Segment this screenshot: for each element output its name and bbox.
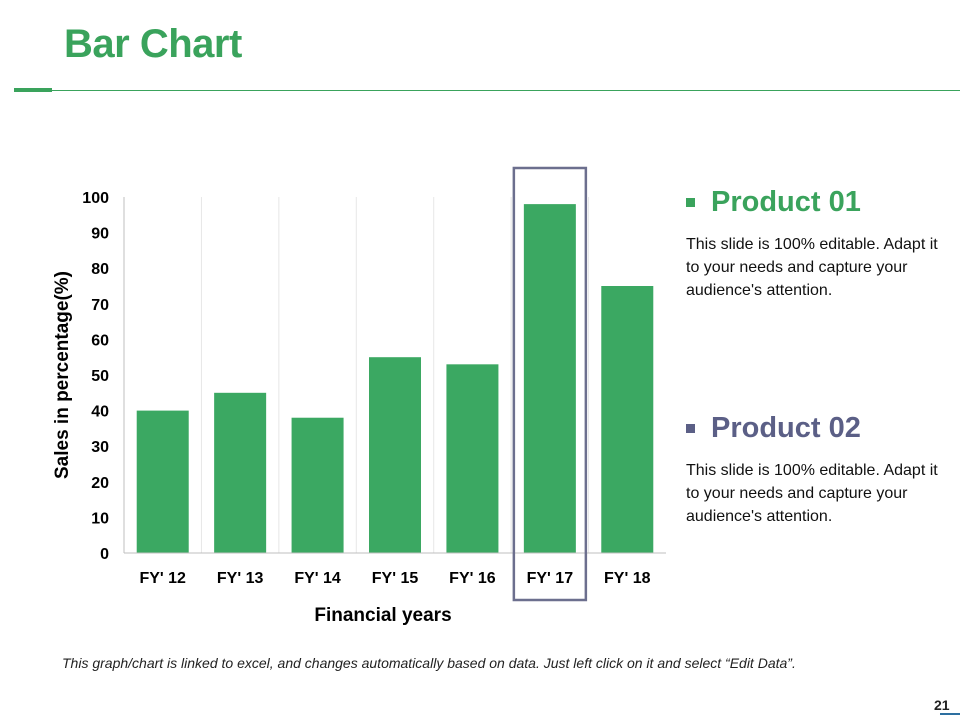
y-axis-title: Sales in percentage(%) bbox=[52, 271, 73, 479]
footnote: This graph/chart is linked to excel, and… bbox=[62, 655, 796, 671]
x-tick-label: FY' 17 bbox=[527, 570, 574, 587]
x-tick-label: FY' 13 bbox=[217, 570, 264, 587]
x-tick-label: FY' 15 bbox=[372, 570, 419, 587]
bar-fy-16[interactable] bbox=[446, 364, 499, 553]
y-tick-label: 20 bbox=[91, 475, 109, 492]
slide-title: Bar Chart bbox=[64, 22, 242, 66]
legend-product-01-description: This slide is 100% editable. Adapt it to… bbox=[686, 236, 938, 299]
page-number: 21 bbox=[934, 697, 950, 713]
chart-bars bbox=[136, 204, 654, 553]
square-bullet-icon bbox=[686, 424, 695, 433]
legend-product-02: Product 02 This slide is 100% editable. … bbox=[686, 412, 946, 528]
bar-fy-15[interactable] bbox=[369, 357, 421, 553]
legend-product-02-description: This slide is 100% editable. Adapt it to… bbox=[686, 462, 938, 525]
chart-gridlines bbox=[200, 197, 590, 553]
y-tick-label: 60 bbox=[91, 332, 109, 349]
chart-axes bbox=[123, 197, 666, 554]
y-tick-label: 90 bbox=[91, 226, 109, 243]
x-tick-label: FY' 14 bbox=[294, 570, 341, 587]
y-tick-label: 10 bbox=[91, 510, 109, 527]
bar-fy-18[interactable] bbox=[601, 286, 654, 553]
x-tick-label: FY' 16 bbox=[449, 570, 496, 587]
legend-product-02-name: Product 02 bbox=[711, 412, 861, 444]
y-tick-labels: 0 10 20 30 40 50 60 70 80 90 100 bbox=[82, 190, 109, 563]
bar-fy-14[interactable] bbox=[291, 417, 344, 553]
y-tick-label: 70 bbox=[91, 297, 109, 314]
legend-product-01-name: Product 01 bbox=[711, 186, 861, 218]
x-tick-label: FY' 18 bbox=[604, 570, 651, 587]
x-tick-label: FY' 12 bbox=[139, 570, 186, 587]
bar-fy-17[interactable] bbox=[523, 204, 576, 553]
y-tick-label: 0 bbox=[100, 546, 109, 563]
y-tick-label: 80 bbox=[91, 261, 109, 278]
highlight-box bbox=[512, 166, 588, 602]
y-tick-label: 50 bbox=[91, 368, 109, 385]
highlight-layer bbox=[512, 166, 588, 602]
square-bullet-icon bbox=[686, 198, 695, 207]
x-tick-labels: FY' 12 FY' 13 FY' 14 FY' 15 FY' 16 FY' 17 FY' … bbox=[139, 570, 650, 587]
title-divider bbox=[14, 90, 960, 91]
bar-fy-13[interactable] bbox=[214, 392, 267, 553]
y-tick-label: 30 bbox=[91, 439, 109, 456]
page-number-underline bbox=[940, 713, 960, 715]
legend-product-01: Product 01 This slide is 100% editable. … bbox=[686, 186, 946, 302]
bar-fy-12[interactable] bbox=[136, 410, 189, 553]
y-tick-label: 40 bbox=[91, 404, 109, 421]
x-axis-title: Financial years bbox=[314, 605, 451, 626]
y-tick-label: 100 bbox=[82, 190, 109, 207]
